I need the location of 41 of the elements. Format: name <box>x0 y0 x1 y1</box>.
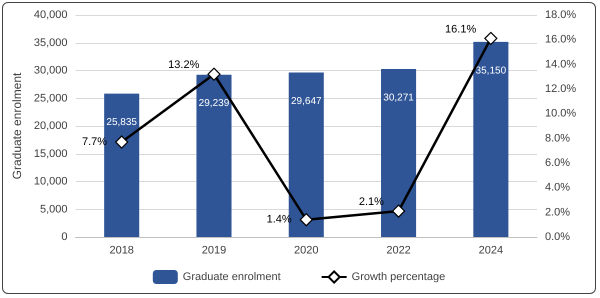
y-tick-label: 20,000 <box>34 120 68 132</box>
data-label: 30,271 <box>383 92 414 104</box>
x-tick-label: 2022 <box>386 244 411 256</box>
legend-label: Growth percentage <box>352 271 446 283</box>
point <box>392 204 406 218</box>
y-axis-title: Graduate enrolment <box>10 72 24 180</box>
data-label: 16.1% <box>445 23 476 36</box>
y2-tick-label: 10.0% <box>545 108 576 120</box>
bar <box>196 74 232 237</box>
point <box>484 32 498 46</box>
x-tick-label: 2024 <box>478 244 504 256</box>
y2-tick-label: 14.0% <box>545 58 576 70</box>
y2-tick-label: 8.0% <box>545 132 570 144</box>
point <box>207 68 221 81</box>
data-label: 35,150 <box>476 65 507 76</box>
y2-tick-label: 2.0% <box>545 206 570 218</box>
y-tick-label: 35,000 <box>34 36 68 49</box>
data-label: 29,647 <box>290 96 322 107</box>
y2-tick-label: 0.0% <box>545 231 570 243</box>
y2-tick-label: 6.0% <box>545 157 570 169</box>
y-tick-label: 25,000 <box>34 92 68 104</box>
y-tick-label: 10,000 <box>34 176 68 188</box>
y-tick-label: 40,000 <box>34 9 68 21</box>
bar <box>473 42 508 237</box>
y-tick-label: 15,000 <box>34 148 68 160</box>
x-tick-label: 2020 <box>294 244 319 256</box>
point <box>300 213 313 226</box>
y2-tick-label: 4.0% <box>545 182 570 194</box>
y2-tick-label: 18.0% <box>545 9 576 21</box>
data-label: 25,835 <box>106 117 138 128</box>
x-tick-label: 2018 <box>109 244 134 256</box>
legend-label: Graduate enrolment <box>182 271 281 283</box>
y-tick-label: 5,000 <box>40 203 68 216</box>
y2-tick-label: 16.0% <box>545 34 576 46</box>
x-tick-label: 2019 <box>202 244 226 256</box>
data-label: 29,239 <box>198 98 230 110</box>
data-label: 13.2% <box>168 59 200 72</box>
y-tick-label: 30,000 <box>34 64 68 76</box>
y-tick-label: 0 <box>61 231 68 243</box>
y2-tick-label: 12.0% <box>545 83 576 95</box>
point <box>115 135 128 149</box>
